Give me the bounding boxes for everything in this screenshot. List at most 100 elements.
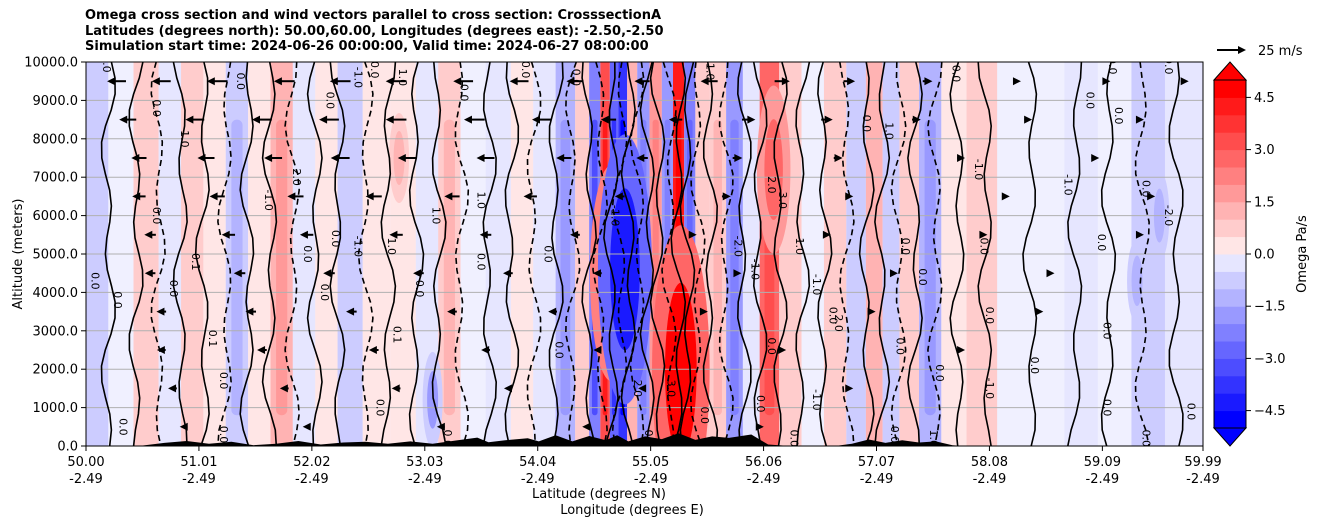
y-tick-label: 6000.0 (33, 209, 79, 224)
contour-label: 0.0 (899, 238, 912, 256)
terrain (86, 433, 1203, 446)
contour-line (454, 62, 470, 446)
contour-label: 0.0 (754, 395, 767, 413)
contour-label: 0.0 (368, 61, 381, 79)
wind-vector-head (912, 115, 921, 124)
omega-band-core (276, 119, 288, 416)
wind-vector-head (600, 115, 609, 124)
contour-line (504, 62, 520, 446)
x-tick-label-lat: 53.03 (406, 455, 443, 470)
contour-label: 1.0 (474, 191, 487, 209)
wind-vector-head (566, 77, 575, 86)
wind-vector-head (548, 307, 557, 316)
x-tick-label-lon: -2.49 (182, 472, 216, 487)
wind-vector-head (699, 307, 708, 316)
contour-line (357, 62, 374, 446)
contour-line (907, 62, 923, 446)
contour-line (564, 62, 581, 446)
wind-vector-head (365, 192, 374, 201)
contour-line (284, 62, 301, 446)
contour-label: -1.0 (609, 205, 622, 226)
wind-vector-head (845, 384, 854, 393)
wind-vector-head (582, 422, 591, 431)
colorbar-extend-high (1212, 61, 1248, 81)
contour-line (239, 62, 255, 446)
colorbar-segment (1214, 167, 1246, 185)
y-tick-label: 9000.0 (33, 94, 79, 109)
contour-label: 3.0 (664, 380, 677, 398)
y-tick-label: 1000.0 (33, 401, 79, 416)
wind-vector-head (397, 154, 406, 162)
contour-label: 0.0 (983, 307, 996, 325)
colorbar-label: Omega Pa/s (1295, 215, 1310, 293)
contour-label: 2.0 (765, 176, 778, 194)
contour-label: 0.0 (787, 430, 800, 448)
y-tick-label: 3000.0 (33, 324, 79, 339)
wind-vector-head (245, 307, 254, 316)
contour-label: 0.0 (860, 115, 873, 132)
contour-line (702, 62, 719, 446)
contour-label: 1.0 (396, 69, 409, 87)
wind-vector-head (287, 192, 296, 201)
contour-label: -1.0 (704, 59, 717, 80)
contour-label: 1.0 (430, 207, 443, 225)
contour-label: 0.0 (1101, 399, 1114, 417)
wind-vector-head (185, 115, 194, 124)
wind-vector-head (979, 230, 988, 239)
colorbar-segment (1214, 236, 1246, 255)
x-tick-label-lon: -2.49 (408, 472, 442, 487)
wind-vector-head (1035, 307, 1044, 316)
terrain-layer (86, 433, 1203, 446)
omega-band-core (870, 119, 879, 416)
wind-vector-head (509, 77, 518, 86)
chart-title: Omega cross section and wind vectors par… (85, 8, 664, 55)
contour-line (874, 62, 891, 446)
contour-label: 1.0 (178, 130, 191, 148)
contour-label: 0.0 (458, 84, 471, 102)
y-tick-label: 0.0 (57, 440, 78, 455)
contour-line (1022, 62, 1038, 446)
contour-label: -1.0 (351, 236, 364, 257)
contour-line (194, 62, 210, 446)
contour-label: 0.0 (933, 364, 946, 382)
wind-vector-head (385, 77, 394, 86)
contour-label: 0.0 (111, 291, 124, 309)
colorbar-segment (1214, 306, 1246, 325)
wind-vector-head (733, 269, 742, 278)
contour-label: 0.0 (1162, 57, 1175, 75)
omega-band-core (924, 119, 936, 416)
wind-vector-head (778, 346, 787, 354)
wind-vector-head (221, 230, 230, 239)
wind-vector-head (385, 115, 394, 124)
colorbar-tick-label: 0.0 (1254, 248, 1275, 263)
wind-vector-head (481, 346, 490, 354)
x-tick-label-lat: 57.07 (858, 455, 895, 470)
x-tick-label-lat: 56.06 (745, 455, 782, 470)
contour-line (649, 62, 666, 446)
wind-vector-head (924, 77, 933, 86)
x-tick-label-lat: 59.99 (1184, 455, 1221, 470)
wind-vector-head (413, 269, 422, 278)
x-tick-label-lon: -2.49 (521, 472, 555, 487)
wind-vector-head (634, 77, 643, 86)
wind-vector-head (889, 269, 898, 278)
contour-line (592, 62, 609, 446)
contour-label: 0.0 (374, 399, 387, 417)
contour-label: 0.0 (217, 426, 230, 444)
contour-label: 0.0 (117, 418, 130, 436)
wind-vector-head (834, 154, 843, 162)
contour-label: -1.0 (810, 389, 823, 410)
colorbar-extend-low (1212, 427, 1248, 447)
wind-vector-head (447, 307, 456, 316)
wind-vector-head (476, 154, 485, 162)
x-tick-label-lon: -2.49 (634, 472, 668, 487)
y-tick-label: 5000.0 (33, 248, 79, 263)
contour-line (172, 62, 188, 446)
wind-vector-head (273, 77, 282, 86)
contour-line (150, 62, 166, 446)
contour-layer (100, 62, 1184, 446)
contour-line (1168, 62, 1184, 446)
colorbar-segment (1214, 219, 1246, 238)
contour-label: 0.0 (916, 268, 929, 286)
